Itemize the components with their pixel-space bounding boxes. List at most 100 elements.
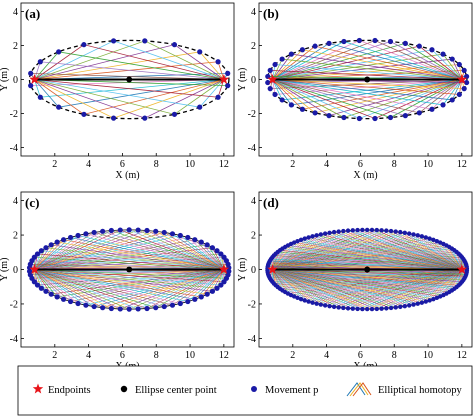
movement-point <box>431 296 436 302</box>
movement-point <box>427 298 432 303</box>
y-tick-label: -4 <box>10 143 18 154</box>
movement-point <box>318 302 324 307</box>
x-tick-label: 8 <box>154 159 159 170</box>
movement-point <box>355 227 360 233</box>
movement-point <box>295 238 300 244</box>
panel-label: (b) <box>263 6 279 21</box>
movement-point <box>299 47 306 53</box>
x-tick-label: 8 <box>392 350 397 361</box>
movement-point <box>153 228 159 234</box>
movement-point <box>126 306 132 312</box>
movement-point <box>265 79 271 86</box>
movement-point <box>204 242 210 248</box>
movement-point <box>171 42 178 48</box>
movement-point <box>341 38 347 45</box>
movement-point <box>416 110 422 116</box>
movement-point <box>28 83 34 89</box>
y-axis-label: Y (m) <box>237 258 248 282</box>
movement-point <box>144 227 150 234</box>
movement-point <box>402 303 408 309</box>
movement-point <box>464 79 470 86</box>
movement-point <box>31 279 37 285</box>
legend-label-center: Ellipse center point <box>135 385 217 396</box>
movement-point <box>267 67 273 73</box>
movement-point <box>427 236 432 241</box>
movement-point <box>310 300 315 305</box>
homotopy-line <box>272 41 463 80</box>
movement-point <box>54 294 60 300</box>
movement-point <box>100 305 106 311</box>
y-tick-label: 0 <box>13 75 18 86</box>
legend-label-movement: Movement p <box>265 385 318 396</box>
movement-point <box>384 306 389 311</box>
movement-point <box>38 285 44 291</box>
movement-point <box>218 251 224 257</box>
center-point <box>364 266 371 273</box>
x-tick-label: 12 <box>219 159 229 170</box>
movement-point <box>91 303 97 310</box>
plot-content <box>265 37 470 122</box>
ellipse-boundary <box>28 39 230 120</box>
movement-point <box>225 83 231 89</box>
movement-point <box>372 115 378 122</box>
center-point <box>126 266 133 273</box>
movement-point <box>387 114 394 121</box>
x-tick-label: 6 <box>358 159 363 170</box>
movement-point <box>407 303 412 308</box>
y-tick-label: 0 <box>251 265 256 276</box>
endpoint-star <box>29 264 40 274</box>
movement-point <box>108 227 114 234</box>
legend-label-endpoints: Endpoints <box>48 385 91 396</box>
movement-point <box>398 304 403 310</box>
legend-label-homotopy: Elliptical homotopy <box>378 385 462 396</box>
y-tick-label: 2 <box>251 231 256 242</box>
movement-point <box>204 291 210 297</box>
movement-point <box>171 111 178 117</box>
movement-point <box>449 97 455 103</box>
x-tick-label: 8 <box>392 159 397 170</box>
y-tick-label: 2 <box>13 231 18 242</box>
movement-point <box>327 303 332 309</box>
movement-point <box>100 228 106 234</box>
movement-point <box>218 282 224 288</box>
x-tick-label: 4 <box>324 350 329 361</box>
movement-point <box>38 248 44 254</box>
movement-point <box>398 229 403 235</box>
plot-content <box>28 38 231 121</box>
movement-point <box>423 235 429 240</box>
y-tick-label: 4 <box>251 7 256 18</box>
movement-point <box>314 233 319 238</box>
movement-point <box>54 239 60 245</box>
movement-point <box>345 306 351 311</box>
movement-point <box>83 302 89 308</box>
movement-point <box>314 301 319 306</box>
movement-point <box>310 234 315 239</box>
movement-point <box>372 37 378 44</box>
movement-point <box>388 228 394 234</box>
homotopy-line <box>272 79 463 118</box>
movement-point <box>161 303 167 310</box>
x-tick-label: 6 <box>120 350 125 361</box>
movement-point <box>402 40 408 46</box>
plot-content <box>265 227 470 312</box>
endpoint-star <box>456 264 468 274</box>
movement-point <box>37 94 43 100</box>
y-tick-label: 4 <box>13 196 18 207</box>
movement-point <box>142 38 148 44</box>
panel-b: 2 4 6 8 10 12 4 2 0 -2 -4 X (m) Y (m) (b) <box>237 2 473 181</box>
x-tick-label: 12 <box>457 350 467 361</box>
movement-point <box>312 43 318 49</box>
movement-point <box>117 227 123 233</box>
movement-point <box>272 91 278 98</box>
movement-point <box>356 37 362 44</box>
movement-point <box>177 300 183 307</box>
panel-label: (d) <box>263 195 279 210</box>
movement-point <box>384 228 389 233</box>
movement-point <box>387 38 394 45</box>
legend-homotopy-marker <box>346 382 366 397</box>
x-tick-label: 6 <box>358 350 363 361</box>
movement-point <box>81 111 87 117</box>
movement-point <box>185 298 191 305</box>
movement-point <box>326 40 332 46</box>
